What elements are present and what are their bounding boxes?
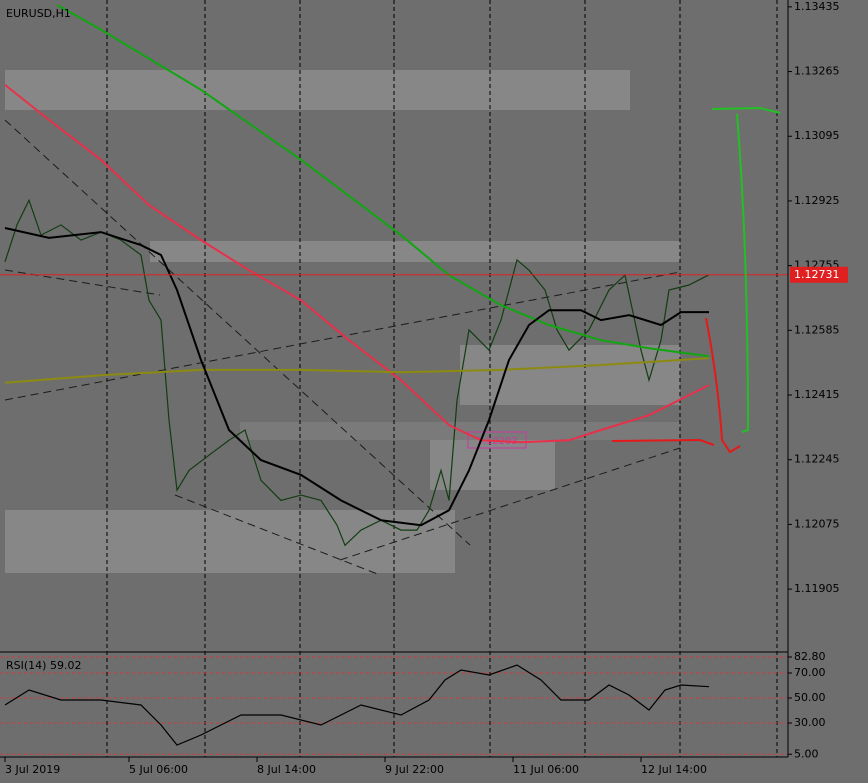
series-line (4, 664, 710, 746)
plots (0, 4, 788, 755)
y-tick-label: 1.12245 (794, 453, 840, 466)
y-tick-label: 1.13265 (794, 65, 840, 78)
series-line (4, 198, 710, 547)
trendline (174, 494, 381, 576)
x-tick-label: 8 Jul 14:00 (257, 763, 316, 776)
series-line (4, 84, 710, 444)
chart-title: EURUSD,H1 (6, 7, 71, 20)
indicator-title: RSI(14) 59.02 (6, 659, 81, 672)
y-tick-label: 1.11905 (794, 582, 840, 595)
zone (150, 241, 680, 262)
series-line (4, 227, 709, 527)
y-tick-label: 1.12075 (794, 517, 840, 530)
hand-drawings (611, 106, 781, 454)
zones (5, 70, 680, 573)
current-price-tag (790, 266, 848, 283)
y-tick-label: 5.00 (794, 747, 819, 760)
hand-drawing (611, 317, 741, 454)
x-tick-label: 5 Jul 06:00 (129, 763, 188, 776)
y-tick-label: 1.12585 (794, 323, 840, 336)
current-price-label: 1.12731 (794, 268, 840, 281)
y-tick-label: 1.12925 (794, 194, 840, 207)
x-tick-label: 9 Jul 22:00 (385, 763, 444, 776)
period-separators (106, 0, 778, 757)
annotation-box (467, 431, 527, 449)
trendline (4, 119, 471, 546)
y-tick-label: 82.80 (794, 650, 826, 663)
y-tick-label: 30.00 (794, 716, 826, 729)
zone (5, 510, 455, 573)
y-tick-label: 1.12415 (794, 388, 840, 401)
x-tick-label: 3 Jul 2019 (5, 763, 60, 776)
hand-drawing (711, 106, 781, 433)
x-tick-label: 12 Jul 14:00 (641, 763, 707, 776)
trendline (4, 269, 161, 296)
y-tick-label: 1.13095 (794, 129, 840, 142)
y-tick-label: 70.00 (794, 666, 826, 679)
y-tick-label: 1.13435 (794, 0, 840, 13)
x-tick-label: 11 Jul 06:00 (513, 763, 579, 776)
series-line (4, 357, 710, 384)
zone (5, 70, 630, 110)
trendline (339, 447, 681, 561)
y-tick-label: 50.00 (794, 691, 826, 704)
